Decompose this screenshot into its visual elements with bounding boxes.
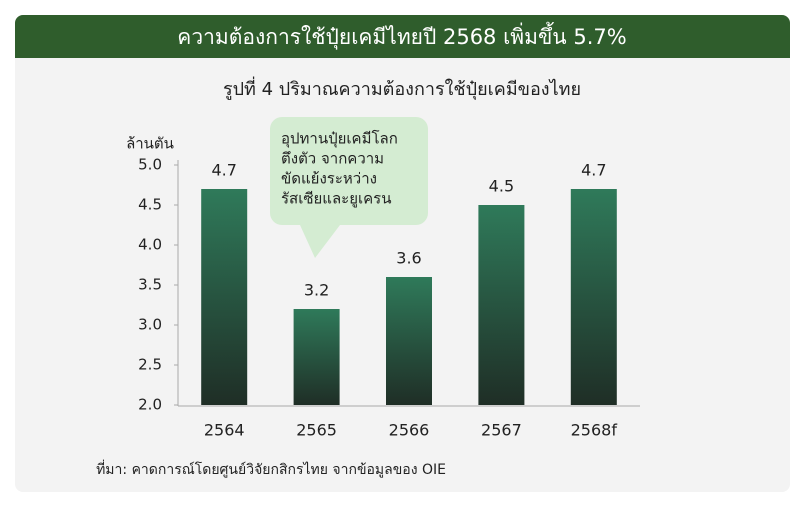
- x-tick-label: 2564: [204, 421, 245, 440]
- y-tick-label: 4.0: [138, 236, 162, 254]
- x-tick-label: 2565: [296, 421, 337, 440]
- y-tick-label: 2.5: [138, 356, 162, 374]
- value-label: 4.7: [211, 161, 236, 180]
- y-tick-label: 5.0: [138, 156, 162, 174]
- y-tick-label: 4.5: [138, 196, 162, 214]
- bar: [386, 277, 432, 405]
- bar: [570, 189, 617, 405]
- callout-text: ตึงตัว จากความ: [281, 150, 384, 168]
- value-label: 3.2: [304, 281, 329, 300]
- header-title: ความต้องการใช้ปุ๋ยเคมีไทยปี 2568 เพิ่มขึ…: [177, 22, 626, 50]
- x-tick-label: 2566: [389, 421, 430, 440]
- callout-text: อุปทานปุ๋ยเคมีโลก: [281, 130, 398, 149]
- callout-text: ขัดแย้งระหว่าง: [281, 170, 377, 188]
- chart-title: รูปที่ 4 ปริมาณความต้องการใช้ปุ๋ยเคมีของ…: [223, 76, 581, 100]
- y-tick-label: 3.5: [138, 276, 162, 294]
- y-tick-label: 3.0: [138, 316, 162, 334]
- bar: [201, 189, 248, 405]
- callout-bubble: [270, 117, 428, 258]
- y-axis-label: ล้านตัน: [126, 135, 174, 153]
- bar: [478, 205, 525, 405]
- value-label: 4.5: [489, 177, 514, 196]
- bar: [293, 309, 340, 405]
- value-label: 4.7: [581, 161, 606, 180]
- source: ที่มา: คาดการณ์โดยศูนย์วิจัยกสิกรไทย จาก…: [96, 460, 446, 478]
- header-bar: [15, 15, 790, 58]
- x-tick-label: 2568f: [571, 421, 618, 440]
- y-tick-label: 2.0: [138, 396, 162, 414]
- callout-text: รัสเซียและยูเครน: [281, 190, 392, 208]
- x-tick-label: 2567: [481, 421, 522, 440]
- value-label: 3.6: [396, 249, 421, 268]
